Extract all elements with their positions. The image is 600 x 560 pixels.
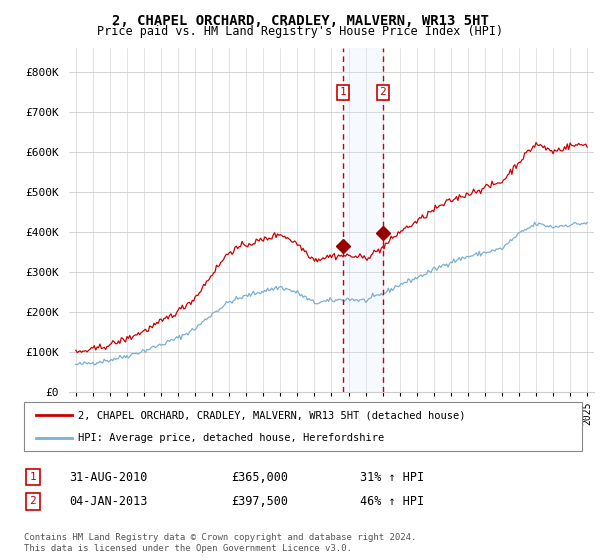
Text: Price paid vs. HM Land Registry's House Price Index (HPI): Price paid vs. HM Land Registry's House … xyxy=(97,25,503,38)
Bar xyxy=(343,48,383,392)
Text: 1: 1 xyxy=(340,87,346,97)
Text: 2, CHAPEL ORCHARD, CRADLEY, MALVERN, WR13 5HT: 2, CHAPEL ORCHARD, CRADLEY, MALVERN, WR1… xyxy=(112,14,488,28)
Text: 31% ↑ HPI: 31% ↑ HPI xyxy=(360,470,424,484)
Text: 2: 2 xyxy=(380,87,386,97)
Text: HPI: Average price, detached house, Herefordshire: HPI: Average price, detached house, Here… xyxy=(78,433,384,444)
Text: £397,500: £397,500 xyxy=(231,494,288,508)
Text: 2: 2 xyxy=(29,496,37,506)
Text: Contains HM Land Registry data © Crown copyright and database right 2024.
This d: Contains HM Land Registry data © Crown c… xyxy=(24,534,416,553)
Text: 31-AUG-2010: 31-AUG-2010 xyxy=(69,470,148,484)
Text: 2, CHAPEL ORCHARD, CRADLEY, MALVERN, WR13 5HT (detached house): 2, CHAPEL ORCHARD, CRADLEY, MALVERN, WR1… xyxy=(78,410,466,421)
Text: 04-JAN-2013: 04-JAN-2013 xyxy=(69,494,148,508)
Text: £365,000: £365,000 xyxy=(231,470,288,484)
Text: 1: 1 xyxy=(29,472,37,482)
Text: 46% ↑ HPI: 46% ↑ HPI xyxy=(360,494,424,508)
